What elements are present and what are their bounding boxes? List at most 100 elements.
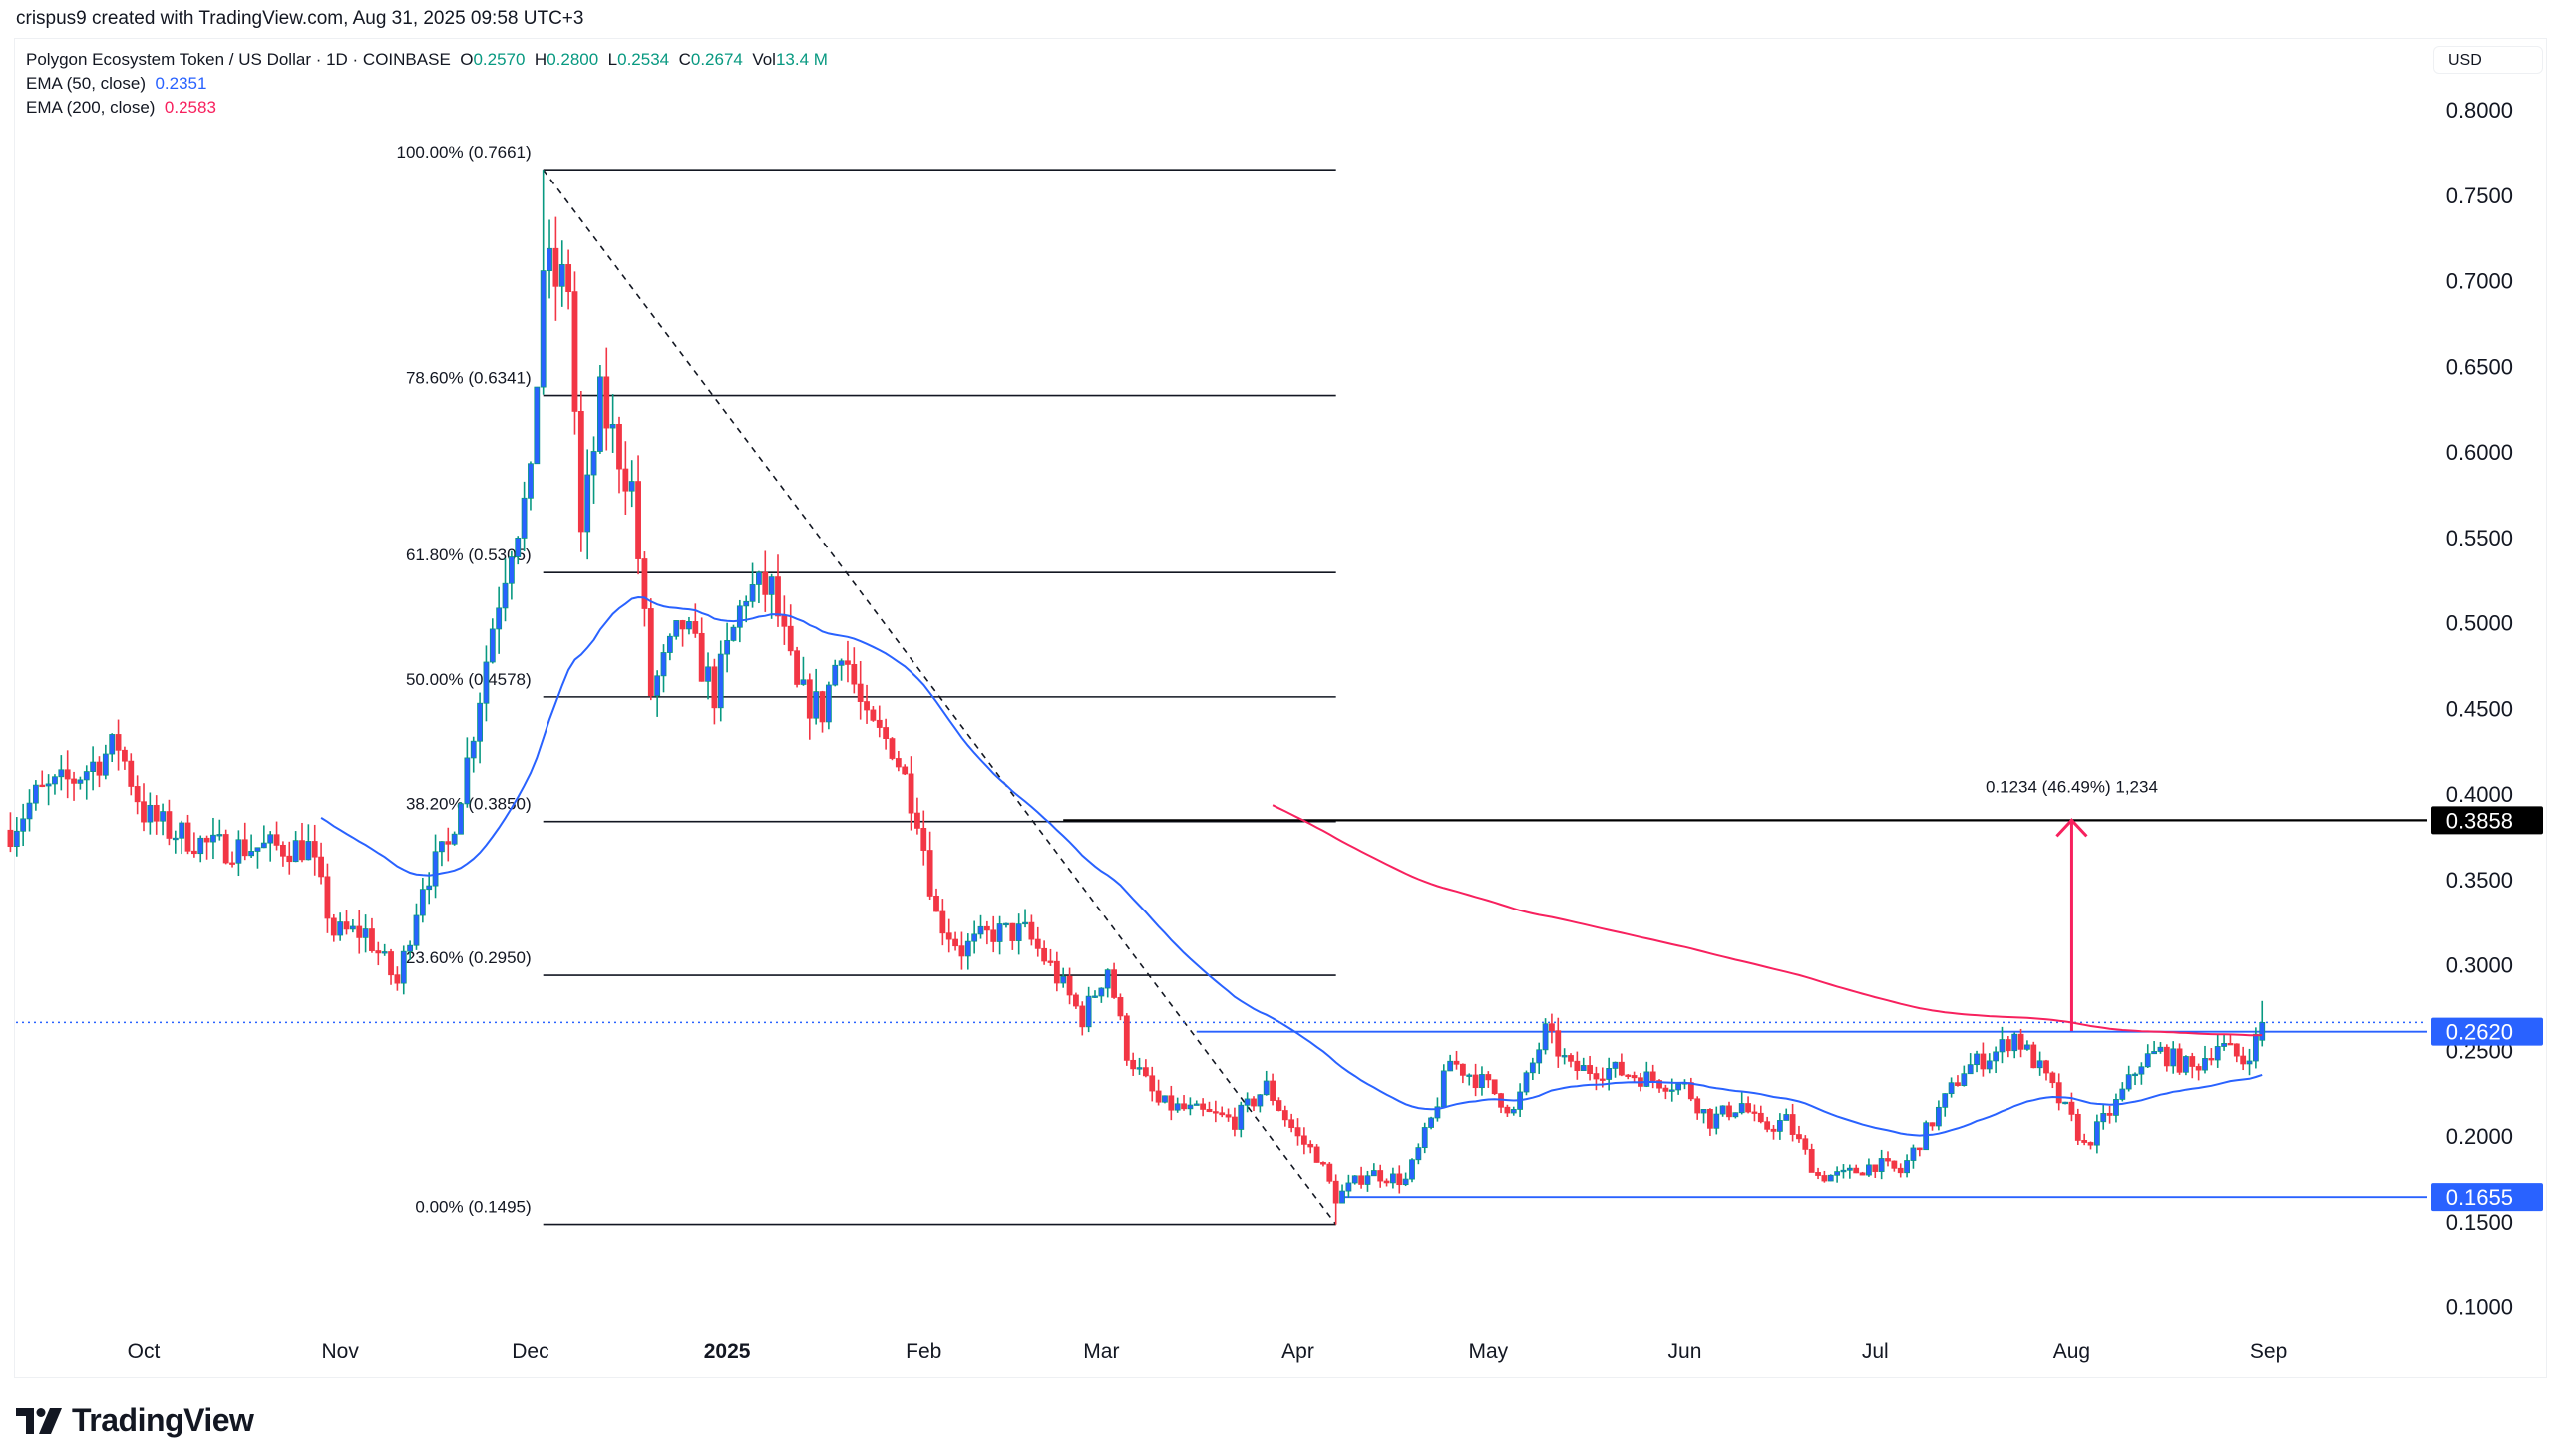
candle-body bbox=[1092, 995, 1098, 998]
candle bbox=[184, 814, 191, 855]
candle bbox=[52, 774, 58, 795]
candle bbox=[439, 841, 445, 867]
candle bbox=[115, 719, 122, 771]
candle-body bbox=[1967, 1064, 1974, 1075]
candle-body bbox=[1009, 922, 1016, 941]
candle-body bbox=[521, 497, 528, 539]
candle-body bbox=[1402, 1178, 1409, 1186]
candle-body bbox=[407, 944, 414, 952]
candle-body bbox=[172, 837, 179, 841]
candle bbox=[914, 797, 920, 835]
candle-body bbox=[1980, 1053, 1987, 1070]
candle bbox=[1593, 1066, 1600, 1091]
chart-pane[interactable] bbox=[14, 38, 2547, 1378]
candle-body bbox=[356, 925, 363, 938]
candle-body bbox=[1181, 1103, 1187, 1110]
candle-body bbox=[1440, 1070, 1447, 1108]
candle bbox=[1523, 1070, 1530, 1096]
candle-body bbox=[1796, 1134, 1802, 1140]
candle-body bbox=[1281, 1110, 1288, 1121]
candle-body bbox=[1536, 1049, 1543, 1064]
candle-body bbox=[775, 576, 781, 617]
candle-body bbox=[933, 896, 939, 912]
candle-body bbox=[1929, 1122, 1936, 1127]
candle-body bbox=[1904, 1160, 1910, 1174]
candle-body bbox=[1764, 1121, 1771, 1130]
candle-body bbox=[1459, 1063, 1466, 1076]
candle-body bbox=[1618, 1061, 1625, 1076]
candle bbox=[2043, 1059, 2049, 1081]
ema50-legend[interactable]: EMA (50, close) 0.2351 bbox=[26, 74, 206, 94]
candle-body bbox=[1257, 1094, 1264, 1107]
candle bbox=[1783, 1108, 1790, 1121]
candle-body bbox=[1872, 1164, 1879, 1172]
candle-body bbox=[1193, 1103, 1200, 1106]
candle bbox=[1149, 1066, 1156, 1102]
candle-body bbox=[179, 822, 185, 839]
candle bbox=[1459, 1063, 1466, 1084]
candle bbox=[1726, 1101, 1732, 1121]
candle-body bbox=[1364, 1175, 1371, 1185]
candle-body bbox=[1015, 923, 1022, 941]
candle-body bbox=[749, 584, 756, 602]
candle-body bbox=[1244, 1098, 1251, 1106]
candle-body bbox=[1599, 1078, 1606, 1081]
candle-body bbox=[622, 468, 629, 492]
candle bbox=[96, 756, 103, 788]
candle-body bbox=[2036, 1060, 2043, 1069]
candle bbox=[179, 820, 185, 855]
candle bbox=[1796, 1125, 1802, 1143]
ema200-legend[interactable]: EMA (200, close) 0.2583 bbox=[26, 98, 216, 118]
candle-body bbox=[577, 411, 584, 533]
candle bbox=[1561, 1048, 1568, 1065]
candle-body bbox=[2202, 1058, 2208, 1071]
candle bbox=[577, 391, 584, 552]
candle-body bbox=[477, 702, 483, 742]
candle-body bbox=[1225, 1114, 1232, 1118]
candle bbox=[299, 822, 305, 863]
candle bbox=[64, 750, 71, 799]
candle-body bbox=[305, 841, 312, 861]
candle-body bbox=[64, 769, 71, 780]
candle-body bbox=[115, 734, 122, 751]
candle-body bbox=[58, 769, 65, 778]
candle-body bbox=[1713, 1113, 1720, 1129]
candle-body bbox=[1212, 1111, 1219, 1114]
candle bbox=[1415, 1143, 1422, 1165]
candle bbox=[7, 812, 14, 853]
candle-body bbox=[122, 749, 128, 762]
candle-body bbox=[2252, 1033, 2259, 1062]
candle-body bbox=[1675, 1083, 1682, 1091]
candle bbox=[920, 810, 927, 866]
candle-body bbox=[1370, 1170, 1377, 1177]
candle bbox=[983, 920, 990, 945]
candle-body bbox=[635, 481, 641, 559]
candle bbox=[1510, 1106, 1517, 1116]
candle bbox=[280, 841, 286, 867]
candle-body bbox=[2157, 1046, 2164, 1052]
tradingview-logo[interactable]: TradingView bbox=[16, 1402, 254, 1439]
candle bbox=[190, 832, 197, 858]
candle-body bbox=[2163, 1046, 2170, 1067]
candle-body bbox=[724, 640, 731, 655]
candle bbox=[2132, 1072, 2138, 1086]
candle bbox=[2113, 1093, 2119, 1123]
candle-body bbox=[71, 778, 77, 784]
candle-body bbox=[584, 474, 591, 533]
candle bbox=[1935, 1100, 1942, 1131]
low-value: 0.2534 bbox=[617, 50, 670, 69]
candle-body bbox=[845, 660, 851, 665]
candle-body bbox=[1390, 1173, 1396, 1184]
candle-body bbox=[184, 822, 191, 852]
candle bbox=[1993, 1046, 2000, 1074]
candle bbox=[109, 733, 116, 763]
y-tick-label: 0.1000 bbox=[2446, 1295, 2513, 1320]
ema50-label: EMA (50, close) bbox=[26, 74, 146, 93]
candle-body bbox=[1821, 1175, 1828, 1182]
candle-body bbox=[20, 818, 27, 832]
candle bbox=[413, 903, 420, 950]
candle bbox=[160, 803, 166, 836]
candle bbox=[1162, 1095, 1168, 1104]
currency-button[interactable]: USD bbox=[2433, 46, 2543, 74]
